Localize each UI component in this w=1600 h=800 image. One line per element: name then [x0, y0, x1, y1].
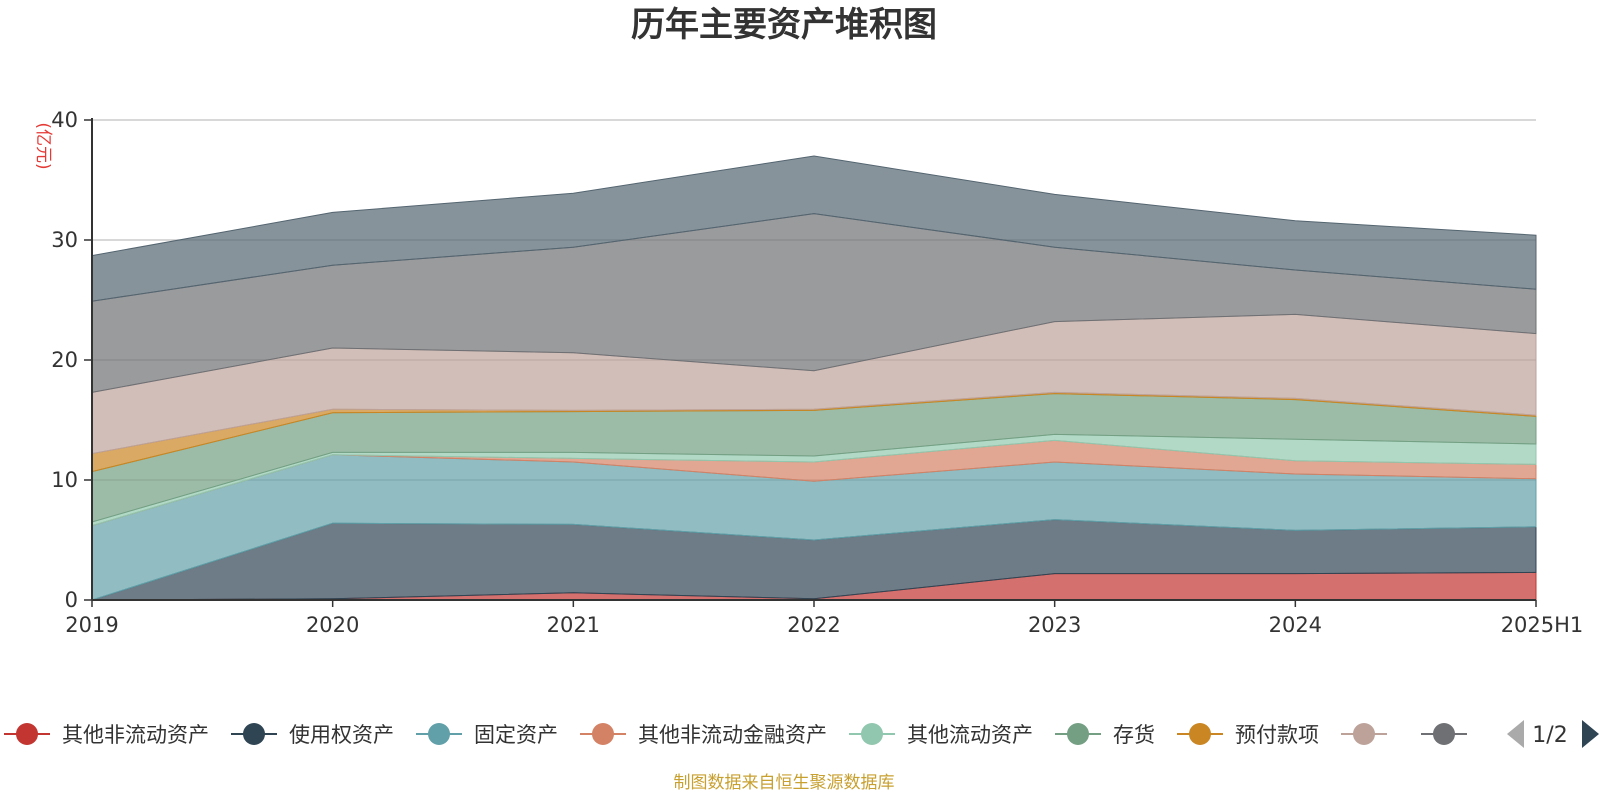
- y-tick-label: 10: [51, 468, 78, 492]
- legend-item[interactable]: 其他非流动资产: [4, 723, 209, 747]
- pager-prev-icon[interactable]: [1507, 720, 1524, 748]
- legend-label: 使用权资产: [289, 723, 394, 747]
- legend-label: 其他流动资产: [907, 723, 1033, 747]
- source-note: 制图数据来自恒生聚源数据库: [674, 773, 895, 793]
- legend-marker: [1433, 723, 1455, 745]
- chart-title: 历年主要资产堆积图: [631, 5, 937, 45]
- x-tick-label: 2021: [547, 613, 600, 637]
- y-tick-label: 20: [51, 348, 78, 372]
- legend-label: 预付款项: [1235, 723, 1319, 747]
- area-series: [91, 155, 1537, 601]
- y-tick-label: 30: [51, 228, 78, 252]
- x-tick-label: 2024: [1269, 613, 1322, 637]
- x-tick-label: 2020: [306, 613, 359, 637]
- legend-item[interactable]: 预付款项: [1177, 723, 1319, 747]
- legend-marker: [16, 723, 38, 745]
- legend-item[interactable]: 存货: [1055, 723, 1155, 747]
- legend: 其他非流动资产 使用权资产 固定资产 其他非流动金融资产 其他流动资产 存货 预付款项: [4, 723, 1467, 747]
- legend-item[interactable]: [1421, 723, 1467, 745]
- y-tick-label: 40: [51, 108, 78, 132]
- legend-pager: 1/2: [1507, 720, 1599, 748]
- x-tick-label: 2022: [787, 613, 840, 637]
- legend-marker: [1067, 723, 1089, 745]
- legend-marker: [592, 723, 614, 745]
- legend-item[interactable]: [1341, 723, 1387, 745]
- x-tick-label: 2025H1: [1501, 613, 1584, 637]
- legend-item[interactable]: 其他非流动金融资产: [580, 723, 827, 747]
- legend-item[interactable]: 其他流动资产: [849, 723, 1033, 747]
- axes: 0 10 20 30 40 2019 2020 2021 2022 2023 2024 2025H1: [51, 108, 1583, 637]
- area-series-9: [91, 155, 1537, 302]
- legend-marker: [243, 723, 265, 745]
- x-tick-label: 2019: [65, 613, 118, 637]
- legend-label: 其他非流动资产: [62, 723, 209, 747]
- y-tick-label: 0: [65, 588, 78, 612]
- legend-label: 固定资产: [474, 723, 558, 747]
- legend-marker: [428, 723, 450, 745]
- y-axis-unit: (亿元): [33, 122, 53, 169]
- legend-item[interactable]: 使用权资产: [231, 723, 394, 747]
- legend-label: 存货: [1113, 723, 1155, 747]
- legend-item[interactable]: 固定资产: [416, 723, 558, 747]
- pager-next-icon[interactable]: [1582, 720, 1599, 748]
- legend-marker: [1353, 723, 1375, 745]
- legend-marker: [1189, 723, 1211, 745]
- pager-label: 1/2: [1532, 723, 1567, 748]
- legend-label: 其他非流动金融资产: [638, 723, 827, 747]
- x-tick-label: 2023: [1028, 613, 1081, 637]
- legend-marker: [861, 723, 883, 745]
